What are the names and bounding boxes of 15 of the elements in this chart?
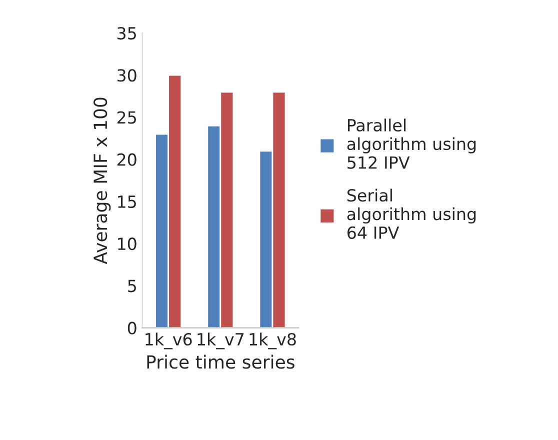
y-tick-label: 30 (117, 69, 136, 82)
y-tick-label: 5 (128, 280, 136, 292)
y-axis-title: Average MIF x 100 (94, 98, 111, 264)
x-tick-label: 1k_v7 (198, 332, 244, 350)
x-axis-title: Price time series (147, 354, 294, 369)
y-tick-label: 35 (117, 26, 136, 40)
y-tick-label: 10 (118, 238, 136, 250)
x-tick-label: 1k_v6 (146, 332, 192, 350)
y-tick-label: 0 (128, 322, 136, 334)
y-tick-label: 15 (118, 196, 136, 208)
x-tick-label: 1k_v8 (250, 332, 296, 350)
legend-label: Serial algorithm using 64 IPV (347, 188, 476, 239)
y-tick-label: 25 (117, 111, 136, 124)
y-tick-label: 20 (117, 153, 136, 166)
legend-label: Parallel algorithm using 512 IPV (347, 118, 476, 169)
